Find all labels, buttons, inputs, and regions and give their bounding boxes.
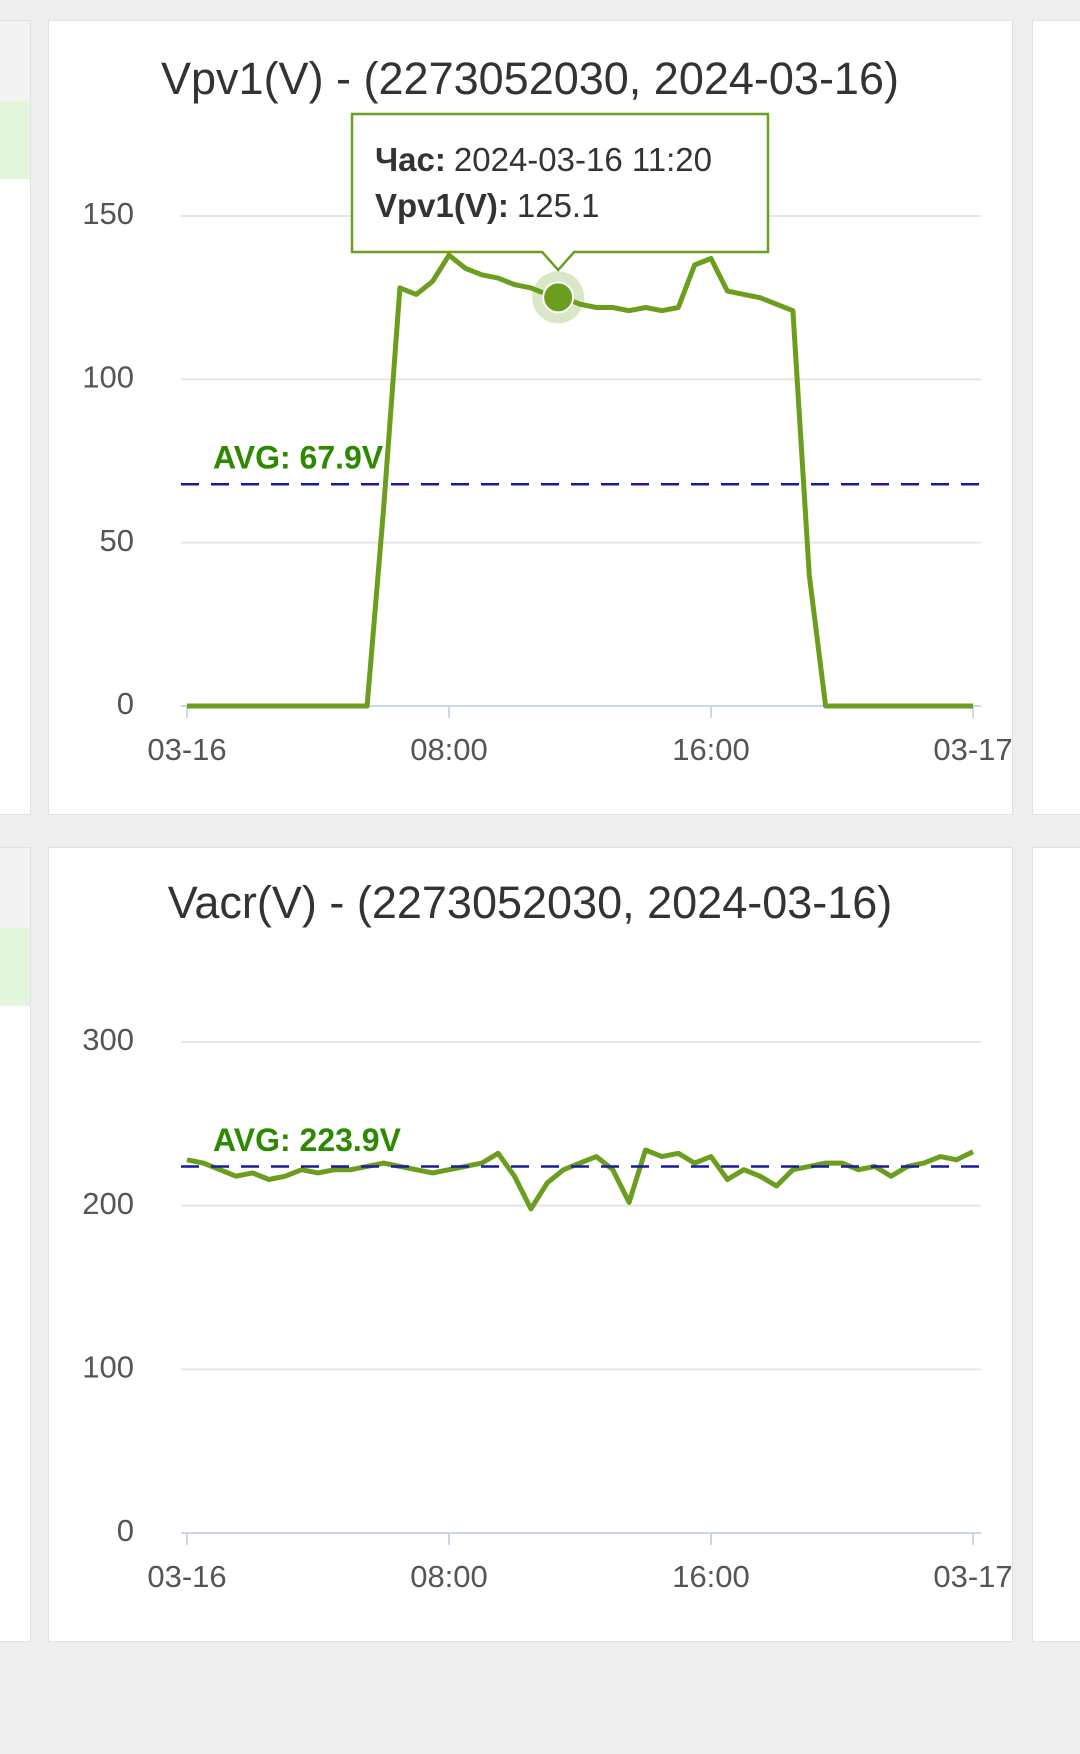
y-tick-label: 300: [82, 1022, 134, 1057]
tooltip-box: [350, 112, 770, 272]
series-line: [186, 1147, 975, 1212]
y-tick-label: 100: [82, 1350, 134, 1385]
chart-title: Vacr(V) - (2273052030, 2024-03-16): [167, 877, 893, 928]
series-line: [187, 252, 973, 709]
x-tick-label: 03-17: [933, 1559, 1012, 1594]
hover-point: [542, 281, 575, 314]
side-card: [0, 847, 31, 1642]
y-tick-label: 200: [82, 1186, 134, 1221]
x-tick-label: 03-17: [933, 732, 1012, 767]
tooltip-label: Vpv1(V):: [375, 187, 509, 224]
tooltip-value: 125.1: [517, 187, 600, 224]
y-tick-label: 100: [82, 360, 134, 395]
y-tick-label: 50: [100, 523, 134, 558]
y-tick-label: 150: [82, 196, 134, 231]
avg-label: AVG: 67.9V: [213, 440, 384, 476]
y-tick-label: 0: [117, 1513, 134, 1548]
x-tick-label: 08:00: [410, 1559, 488, 1594]
chart-card: [48, 847, 1013, 1642]
tooltip-row: Vpv1(V): 125.1: [375, 187, 599, 224]
x-tick-label: 03-16: [147, 1559, 226, 1594]
tooltip-row: Час: 2024-03-16 11:20: [375, 141, 712, 178]
x-tick-label: 03-16: [147, 732, 226, 767]
side-card: [0, 20, 31, 815]
side-card: [1032, 847, 1080, 1642]
row-highlight: [0, 928, 30, 1006]
x-tick-label: 08:00: [410, 732, 488, 767]
row-highlight: [0, 101, 30, 179]
x-tick-label: 16:00: [672, 1559, 750, 1594]
side-card: [1032, 20, 1080, 815]
chart-title: Vpv1(V) - (2273052030, 2024-03-16): [161, 53, 899, 104]
x-tick-label: 16:00: [672, 732, 750, 767]
tooltip-text: 2024-03-16 11:20: [454, 141, 712, 178]
card-header: [0, 848, 30, 928]
card-header: [0, 21, 30, 101]
y-tick-label: 0: [117, 686, 134, 721]
tooltip-label: Час:: [375, 141, 446, 178]
avg-label: AVG: 223.9V: [213, 1122, 402, 1158]
